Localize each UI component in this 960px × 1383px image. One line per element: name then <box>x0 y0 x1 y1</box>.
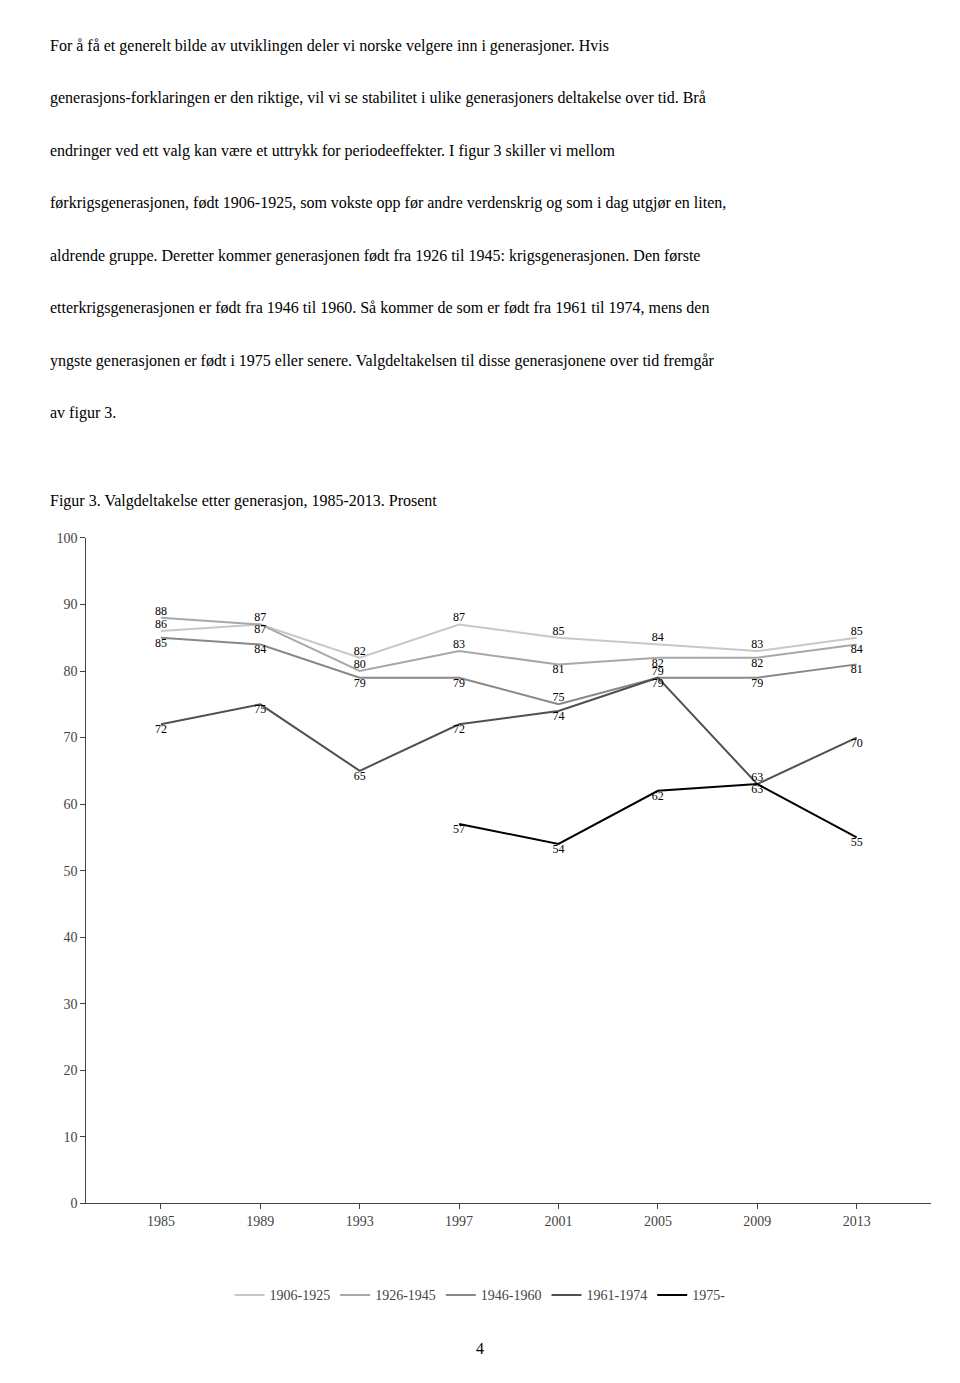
svg-text:2009: 2009 <box>743 1214 771 1229</box>
svg-text:1997: 1997 <box>445 1214 473 1229</box>
svg-text:0: 0 <box>71 1196 78 1211</box>
svg-text:85: 85 <box>851 624 863 638</box>
svg-text:60: 60 <box>64 797 78 812</box>
svg-text:1961-1974: 1961-1974 <box>587 1288 648 1303</box>
svg-text:90: 90 <box>64 597 78 612</box>
svg-text:85: 85 <box>155 636 167 650</box>
svg-text:84: 84 <box>652 630 664 644</box>
svg-text:65: 65 <box>354 769 366 783</box>
svg-text:10: 10 <box>64 1130 78 1145</box>
svg-text:1975-: 1975- <box>692 1288 725 1303</box>
svg-text:40: 40 <box>64 930 78 945</box>
svg-text:50: 50 <box>64 863 78 878</box>
svg-text:82: 82 <box>751 656 763 670</box>
svg-text:endringer ved ett valg kan vær: endringer ved ett valg kan være et uttry… <box>50 142 615 160</box>
svg-text:etterkrigsgenerasjonen er født: etterkrigsgenerasjonen er født fra 1946 … <box>50 299 709 317</box>
svg-text:20: 20 <box>64 1063 78 1078</box>
svg-text:84: 84 <box>851 642 863 656</box>
svg-text:1989: 1989 <box>246 1214 274 1229</box>
svg-text:86: 86 <box>155 617 167 631</box>
svg-text:Figur 3. Valgdeltakelse etter: Figur 3. Valgdeltakelse etter generasjon… <box>50 492 437 510</box>
svg-text:75: 75 <box>254 702 266 716</box>
svg-text:81: 81 <box>552 662 564 676</box>
svg-text:55: 55 <box>851 835 863 849</box>
svg-text:87: 87 <box>453 610 465 624</box>
svg-text:2013: 2013 <box>843 1214 871 1229</box>
svg-text:aldrende gruppe. Deretter komm: aldrende gruppe. Deretter kommer generas… <box>50 247 700 265</box>
svg-text:70: 70 <box>64 730 78 745</box>
svg-text:75: 75 <box>552 690 564 704</box>
svg-text:For å få et generelt bilde av: For å få et generelt bilde av utviklinge… <box>50 37 609 55</box>
svg-text:79: 79 <box>652 664 664 678</box>
svg-text:79: 79 <box>751 676 763 690</box>
svg-text:63: 63 <box>751 782 763 796</box>
svg-text:83: 83 <box>751 637 763 651</box>
svg-text:2001: 2001 <box>544 1214 572 1229</box>
svg-text:87: 87 <box>254 622 266 636</box>
svg-text:85: 85 <box>552 624 564 638</box>
svg-text:72: 72 <box>155 722 167 736</box>
svg-text:1906-1925: 1906-1925 <box>270 1288 331 1303</box>
svg-text:1946-1960: 1946-1960 <box>481 1288 542 1303</box>
svg-text:72: 72 <box>453 722 465 736</box>
svg-text:74: 74 <box>552 709 564 723</box>
svg-text:54: 54 <box>552 842 564 856</box>
svg-text:generasjons-forklaringen er de: generasjons-forklaringen er den riktige,… <box>50 89 706 107</box>
svg-text:87: 87 <box>254 610 266 624</box>
svg-text:1993: 1993 <box>346 1214 374 1229</box>
svg-text:82: 82 <box>354 644 366 658</box>
svg-text:80: 80 <box>64 664 78 679</box>
svg-text:84: 84 <box>254 642 266 656</box>
svg-text:4: 4 <box>476 1340 484 1357</box>
svg-text:79: 79 <box>453 676 465 690</box>
svg-text:81: 81 <box>851 662 863 676</box>
svg-text:1926-1945: 1926-1945 <box>375 1288 436 1303</box>
svg-text:83: 83 <box>453 637 465 651</box>
svg-text:82: 82 <box>652 656 664 670</box>
svg-text:av figur 3.: av figur 3. <box>50 404 116 422</box>
svg-text:80: 80 <box>354 657 366 671</box>
svg-text:1985: 1985 <box>147 1214 175 1229</box>
svg-text:100: 100 <box>57 531 78 546</box>
svg-text:30: 30 <box>64 997 78 1012</box>
svg-text:62: 62 <box>652 789 664 803</box>
svg-text:yngste generasjonen er født i: yngste generasjonen er født i 1975 eller… <box>50 352 715 370</box>
svg-text:88: 88 <box>155 604 167 618</box>
svg-text:førkrigsgenerasjonen, født 190: førkrigsgenerasjonen, født 1906-1925, so… <box>50 194 726 212</box>
svg-text:70: 70 <box>851 736 863 750</box>
svg-text:57: 57 <box>453 822 465 836</box>
svg-text:2005: 2005 <box>644 1214 672 1229</box>
svg-text:79: 79 <box>354 676 366 690</box>
svg-text:79: 79 <box>652 676 664 690</box>
svg-text:63: 63 <box>751 770 763 784</box>
